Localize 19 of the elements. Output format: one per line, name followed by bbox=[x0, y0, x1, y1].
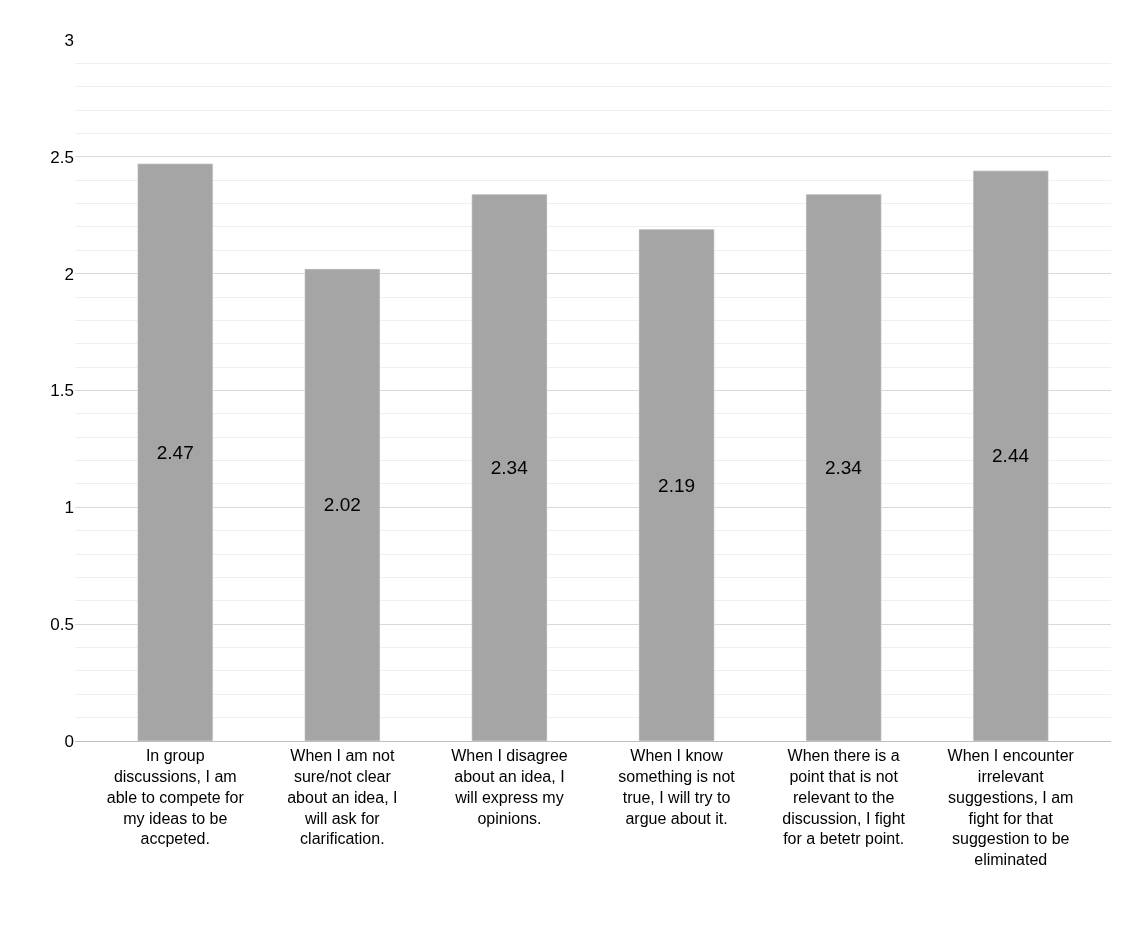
data-label: 2.19 bbox=[658, 474, 696, 496]
y-tick-label: 3 bbox=[64, 30, 74, 50]
data-label: 2.34 bbox=[490, 457, 529, 479]
x-tick-label: When I am not sure/not clear about an idea, I will ask for clarification. bbox=[287, 747, 398, 848]
y-tick-label: 2 bbox=[64, 264, 74, 284]
x-tick-label: When there is a point that is not relevant to the discussion, I fight for a betetr point. bbox=[782, 747, 906, 848]
y-tick-label: 0.5 bbox=[50, 615, 74, 635]
x-tick-label: When I encounter irrelevant suggestions, I am fight for that suggestion to be eliminated bbox=[947, 747, 1075, 869]
y-tick-label: 2.5 bbox=[50, 147, 74, 167]
y-tick-label: 1 bbox=[64, 498, 74, 518]
x-tick-label: When I know something is not true, I will try to argue about it. bbox=[618, 747, 736, 827]
data-label: 2.47 bbox=[156, 441, 194, 463]
data-label: 2.34 bbox=[824, 457, 863, 479]
x-tick-label: In group discussions, I am able to compete for my ideas to be accpeted. bbox=[106, 747, 245, 848]
y-tick-label: 1.5 bbox=[50, 381, 74, 401]
data-label: 2.02 bbox=[323, 494, 361, 516]
x-tick-label: When I disagree about an idea, I will express my opinions. bbox=[451, 747, 568, 827]
data-label: 2.44 bbox=[992, 445, 1030, 467]
y-tick-label: 0 bbox=[64, 731, 74, 751]
